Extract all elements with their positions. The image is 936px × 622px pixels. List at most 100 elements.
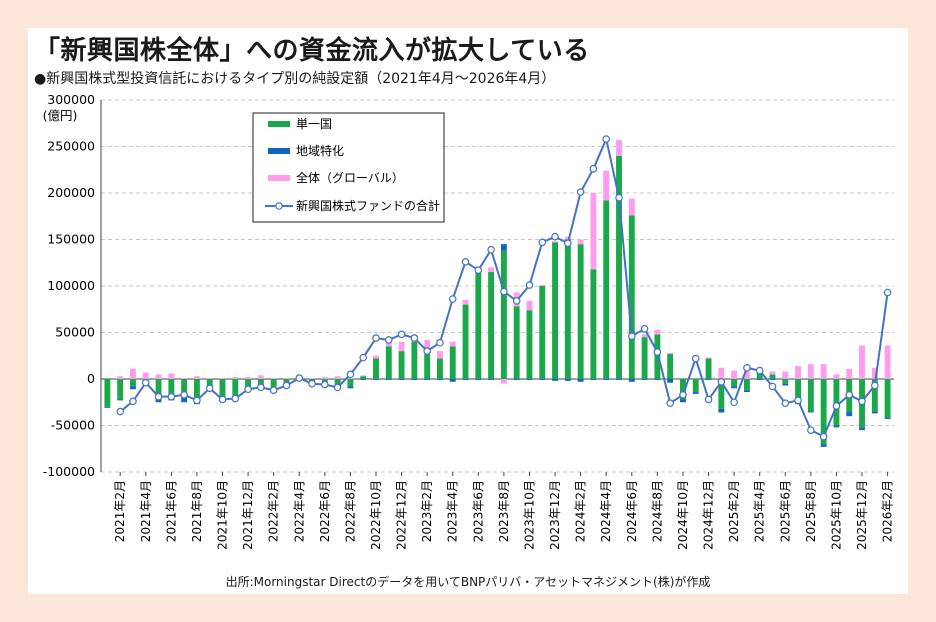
total-line-point xyxy=(768,382,777,391)
total-line-point xyxy=(129,397,137,406)
bar-global xyxy=(667,352,674,354)
bar-regional xyxy=(846,411,853,417)
bar-regional xyxy=(743,390,750,393)
bar-single-country xyxy=(321,379,328,381)
bar-single-country xyxy=(283,379,290,384)
bar-global xyxy=(117,376,124,379)
bar-single-country xyxy=(667,353,674,379)
x-tick-label: 2025年2月 xyxy=(727,480,741,542)
total-line-point xyxy=(615,193,623,202)
bar-global xyxy=(782,371,789,379)
total-line-point xyxy=(525,281,534,289)
total-line-point xyxy=(602,135,611,143)
total-line-point xyxy=(512,297,521,305)
x-tick-label: 2025年4月 xyxy=(753,480,767,542)
total-line-point xyxy=(576,188,585,196)
bar-global xyxy=(603,170,610,201)
x-tick-label: 2022年2月 xyxy=(267,480,281,542)
bar-regional xyxy=(641,379,648,380)
bar-regional xyxy=(513,379,520,380)
x-tick-label: 2023年10月 xyxy=(522,480,536,550)
total-line-point xyxy=(116,407,124,416)
y-tick-label: 250000 xyxy=(47,139,95,154)
bar-single-country xyxy=(398,351,405,379)
total-line-point xyxy=(448,295,457,303)
bar-global xyxy=(743,371,750,379)
tick-labels: 300000 250000 200000 150000 100000 50000 0 -500… xyxy=(43,92,895,550)
bar-regional xyxy=(692,392,699,394)
bar-single-country xyxy=(718,379,725,409)
total-line-point xyxy=(781,399,790,407)
bar-single-country xyxy=(680,379,686,400)
bar-global xyxy=(718,367,725,379)
total-line-point xyxy=(717,377,726,386)
x-tick-label: 2023年4月 xyxy=(446,480,460,542)
total-line-point xyxy=(423,347,431,355)
bar-global xyxy=(552,241,558,243)
bar-single-country xyxy=(117,379,124,400)
bar-global xyxy=(232,377,239,379)
bar-regional xyxy=(385,379,392,380)
bar-regional xyxy=(654,379,661,380)
bar-global xyxy=(449,341,456,347)
total-line-point xyxy=(321,380,329,389)
total-line-point xyxy=(730,398,738,407)
y-tick-label: -100000 xyxy=(43,464,95,479)
bar-regional xyxy=(884,418,891,419)
total-line-point xyxy=(244,385,252,394)
bar-single-country xyxy=(232,379,239,396)
bar-single-country xyxy=(360,376,367,379)
bar-single-country xyxy=(424,349,431,379)
bar-global xyxy=(193,376,200,379)
bar-regional xyxy=(347,386,354,389)
bar-regional xyxy=(820,444,827,447)
bar-regional xyxy=(104,406,111,408)
total-line-point xyxy=(704,395,713,404)
bar-single-country xyxy=(616,155,622,379)
total-line-point xyxy=(794,396,802,405)
legend-label-single-country: 単一国 xyxy=(296,117,332,131)
bar-regional xyxy=(577,379,584,382)
bar-single-country xyxy=(334,379,341,384)
total-line-point xyxy=(410,334,419,342)
total-line-point xyxy=(359,353,368,362)
total-line-point xyxy=(832,402,841,410)
bar-single-country xyxy=(641,337,648,379)
bar-single-country xyxy=(884,379,891,419)
bar-global xyxy=(219,378,226,379)
bar-regional xyxy=(680,399,686,403)
x-tick-label: 2025年8月 xyxy=(804,480,818,542)
bar-global xyxy=(731,370,738,379)
bar-single-country xyxy=(155,379,162,396)
bar-regional xyxy=(590,379,597,380)
total-line-point xyxy=(691,354,700,363)
bar-single-country xyxy=(411,341,418,379)
bar-global xyxy=(500,379,507,384)
legend-label-regional: 地域特化 xyxy=(296,143,344,158)
bar-regional xyxy=(539,379,546,380)
x-tick-label: 2021年12月 xyxy=(241,480,255,550)
bar-single-country xyxy=(206,379,213,389)
x-tick-label: 2021年8月 xyxy=(190,480,204,542)
bar-regional xyxy=(769,379,776,380)
bar-single-country xyxy=(628,215,635,379)
bar-global xyxy=(437,351,443,359)
bar-global xyxy=(616,139,622,156)
bar-regional xyxy=(552,379,558,381)
bar-single-country xyxy=(104,379,111,407)
y-unit-label: (億円) xyxy=(43,108,78,123)
bar-single-country xyxy=(130,379,136,387)
x-tick-label: 2022年10月 xyxy=(369,480,383,550)
legend-swatch-regional xyxy=(268,148,290,154)
page-title: 「新興国株全体」への資金流入が拡大している xyxy=(34,36,590,66)
x-tick-label: 2022年8月 xyxy=(343,480,357,542)
total-line-point xyxy=(384,336,393,344)
total-line-point xyxy=(141,378,150,387)
legend: 単一国 地域特化 全体（グローバル） 新興国株式ファンドの合計 xyxy=(252,112,445,223)
total-line-point xyxy=(551,232,559,241)
bar-global xyxy=(309,378,315,379)
bar-global xyxy=(321,377,328,379)
total-line-point xyxy=(474,266,483,274)
bar-single-country xyxy=(270,379,277,391)
